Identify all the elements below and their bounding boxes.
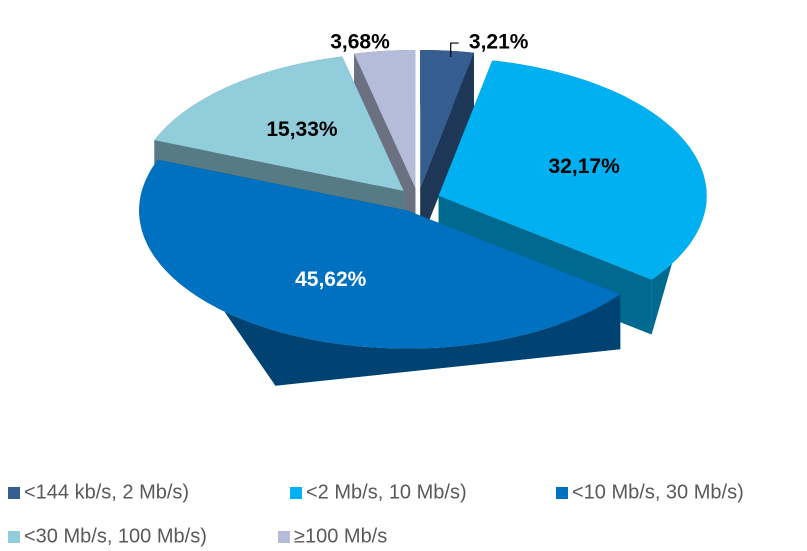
legend-label: <30 Mb/s, 100 Mb/s) <box>24 525 207 547</box>
slice <box>139 159 621 386</box>
leader-line <box>450 42 459 58</box>
slice-top <box>438 60 707 280</box>
legend-label: ≥100 Mb/s <box>294 525 387 547</box>
data-label: 15,33% <box>266 118 338 141</box>
slice-top <box>354 50 416 188</box>
data-label: 32,17% <box>549 155 621 178</box>
legend-swatch <box>8 531 20 543</box>
legend-swatch <box>556 487 568 499</box>
slice-side <box>139 159 621 386</box>
slice-shade <box>139 159 621 386</box>
legend-label: <144 kb/s, 2 Mb/s) <box>24 481 189 503</box>
data-label: 45,62% <box>295 268 367 291</box>
legend-swatch <box>278 531 290 543</box>
slice-top <box>420 50 474 188</box>
slice-top <box>139 159 621 349</box>
slice <box>420 50 474 243</box>
data-label: 3,21% <box>469 31 529 54</box>
legend-swatch <box>8 487 20 499</box>
data-label: 3,68% <box>330 31 390 54</box>
slice-top <box>154 56 404 191</box>
legend-swatch <box>290 487 302 499</box>
legend-label: <10 Mb/s, 30 Mb/s) <box>572 481 744 503</box>
legend-label: <2 Mb/s, 10 Mb/s) <box>306 481 467 503</box>
